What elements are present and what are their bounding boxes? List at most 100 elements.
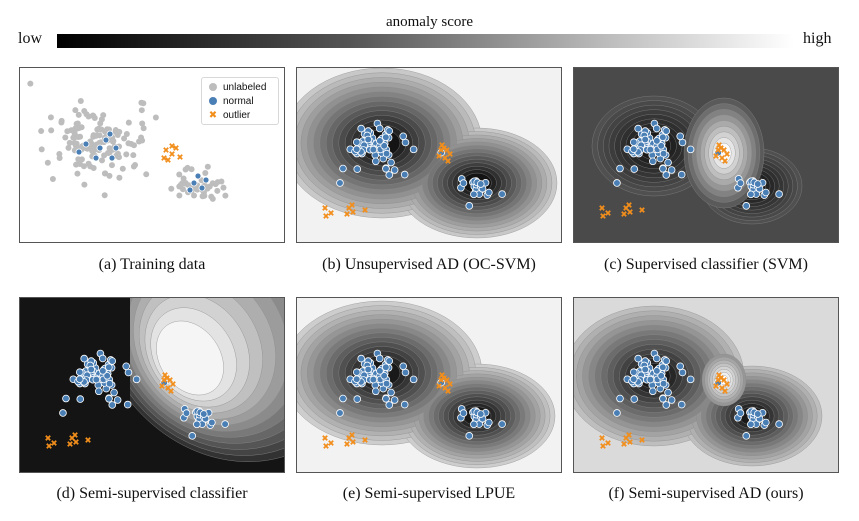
outlier-point [349,202,355,208]
normal-point [616,164,624,173]
unlabeled-point [125,119,132,126]
normal-point [103,372,111,380]
unlabeled-point [143,171,150,178]
caption-b: (b) Unsupervised AD (OC-SVM) [322,256,536,273]
outlier-point [722,388,728,394]
unlabeled-point [140,125,147,132]
normal-point [198,184,206,192]
normal-point [108,401,117,409]
outlier-point [161,155,167,161]
outlier-point [159,383,165,389]
normal-point [664,388,672,397]
normal-point [775,190,783,198]
unlabeled-point [75,156,82,163]
unlabeled-point [81,107,88,114]
unlabeled-point [94,126,101,133]
outlier-point [73,439,79,445]
normal-point [648,387,657,396]
outlier-point [715,377,721,383]
panel-c-svm [573,67,839,243]
unlabeled-point [177,181,184,188]
normal-point [132,375,141,384]
normal-point [470,190,478,199]
outlier-point [724,151,730,157]
unlabeled-point [116,128,123,135]
normal-point [629,375,638,383]
normal-point [375,354,384,363]
outlier-point [362,437,368,443]
unlabeled-point [56,155,63,162]
normal-point [629,368,638,376]
unlabeled-point [220,184,227,191]
unlabeled-point [101,170,108,177]
normal-point [194,172,202,180]
normal-point [742,432,751,440]
outlier-point [177,154,183,160]
normal-point [400,170,409,179]
normal-point [336,409,344,417]
unlabeled-point [78,124,85,131]
unlabeled-marker-icon [209,83,217,91]
normal-point [124,368,133,377]
unlabeled-point [91,146,98,153]
outlier-point [722,158,728,164]
outlier-point [447,151,453,157]
normal-point [369,145,378,154]
outlier-point [627,209,633,215]
outlier-point [165,157,171,163]
unlabeled-point [152,114,159,121]
normal-point [75,148,83,156]
normal-point [476,180,485,188]
unlabeled-point [104,126,111,133]
normal-point [629,138,638,146]
unlabeled-point [72,107,79,114]
unlabeled-point [121,135,128,142]
outlier-point [605,440,611,446]
normal-point [400,400,409,409]
unlabeled-point [190,192,197,199]
unlabeled-point [168,185,175,192]
normal-point [498,190,506,198]
unlabeled-point [222,192,229,199]
unlabeled-point [77,98,84,105]
normal-point [112,144,120,152]
normal-point [459,409,468,417]
outlier-point [715,147,721,153]
unlabeled-point [99,157,106,164]
unlabeled-point [176,171,183,178]
normal-point [98,354,107,363]
legend-label-normal: normal [223,96,254,107]
unlabeled-point [27,80,34,87]
unlabeled-point [202,170,209,177]
outlier-point [169,143,175,149]
normal-point [459,179,468,187]
outlier-point [322,205,328,211]
normal-point [659,133,667,142]
outlier-point [51,440,57,446]
colorbar-high-label: high [803,30,832,47]
normal-point [364,365,373,374]
normal-point [76,395,85,403]
normal-point [382,149,391,158]
normal-point [616,394,624,403]
normal-point [662,357,671,365]
unlabeled-point [74,170,81,177]
normal-marker-icon [209,97,217,105]
normal-point [376,367,384,375]
normal-point [753,180,762,188]
outlier-point [328,210,334,216]
panel-d-semi-supervised-classifier [19,297,285,473]
outlier-point [350,209,356,215]
normal-point [62,394,70,403]
normal-point [762,188,770,197]
normal-point [686,145,695,154]
outlier-point [85,437,91,443]
panel-f-plot [574,298,838,472]
outlier-point [322,435,328,441]
normal-point [657,372,665,380]
outlier-point [349,432,355,438]
normal-point [646,145,655,154]
outlier-point [362,207,368,213]
normal-point [352,375,361,383]
unlabeled-point [123,151,130,158]
